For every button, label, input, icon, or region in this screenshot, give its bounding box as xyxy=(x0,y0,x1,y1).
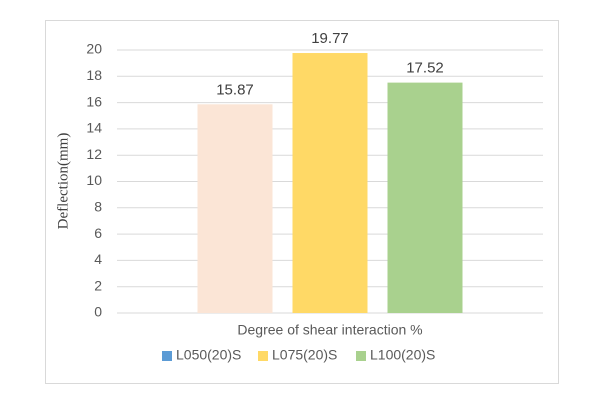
y-tick-label: 12 xyxy=(86,146,102,162)
y-tick-label: 6 xyxy=(94,225,102,241)
bar xyxy=(292,53,368,313)
y-tick-label: 4 xyxy=(94,251,102,267)
legend-marker xyxy=(162,351,172,361)
value-label: 17.52 xyxy=(406,60,444,77)
y-tick-label: 20 xyxy=(86,41,102,57)
legend-marker xyxy=(258,351,268,361)
value-label: 15.87 xyxy=(216,81,254,98)
y-tick-label: 0 xyxy=(94,304,102,320)
y-tick-label: 14 xyxy=(86,120,102,136)
legend-label: L075(20)S xyxy=(272,347,337,363)
y-axis-title: Deflection(mm) xyxy=(55,133,71,230)
legend-label: L050(20)S xyxy=(176,347,241,363)
y-tick-label: 2 xyxy=(94,277,102,293)
bar xyxy=(387,82,463,313)
y-tick-label: 8 xyxy=(94,199,102,215)
y-tick-label: 10 xyxy=(86,172,102,188)
legend-marker xyxy=(356,351,366,361)
x-axis-title: Degree of shear interaction % xyxy=(237,322,422,338)
value-label: 19.77 xyxy=(311,30,349,47)
y-tick-label: 16 xyxy=(86,93,102,109)
bar xyxy=(197,104,273,313)
legend-label: L100(20)S xyxy=(370,347,435,363)
y-tick-label: 18 xyxy=(86,67,102,83)
